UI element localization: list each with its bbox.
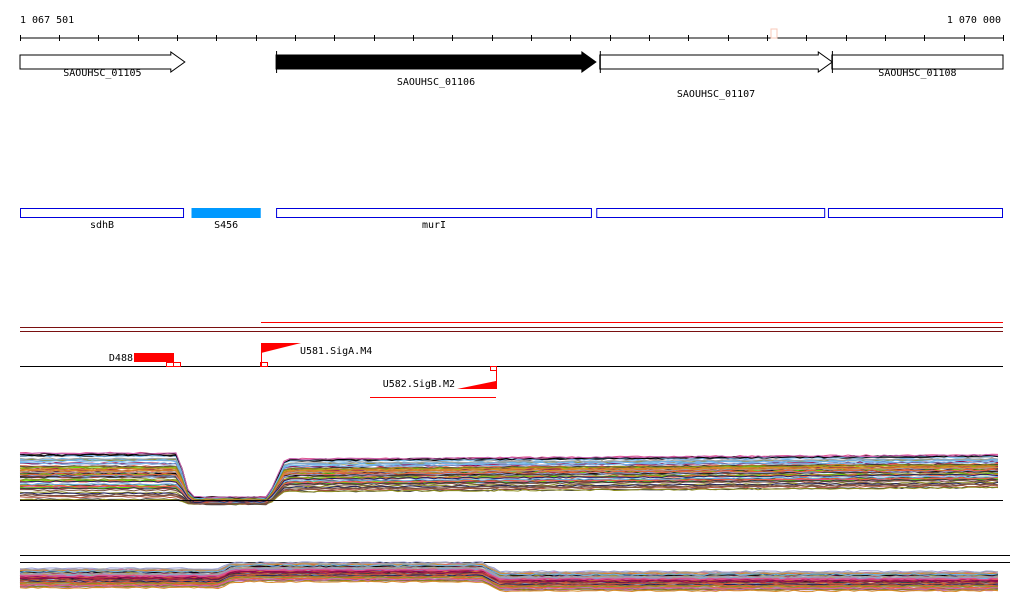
feature-label: sdhB xyxy=(90,220,114,231)
expression-profile-line xyxy=(19,452,999,499)
expression-profile-line xyxy=(19,561,999,573)
u581-flag xyxy=(261,343,301,353)
gene-label: SAOUHSC_01108 xyxy=(878,68,956,79)
expression-profile-line xyxy=(19,481,999,505)
ruler-end-label: 1 070 000 xyxy=(947,15,1001,26)
expression-profile-line xyxy=(19,460,999,500)
u581-marker xyxy=(260,362,268,367)
d488-marker xyxy=(166,362,174,367)
gene-SAOUHSC_01105[interactable]: SAOUHSC_01105 xyxy=(19,51,186,79)
gene-label: SAOUHSC_01107 xyxy=(677,89,755,100)
u582-marker xyxy=(490,366,497,371)
expression-profile-line xyxy=(19,568,999,581)
feature-murI[interactable]: murI xyxy=(276,208,592,232)
gene-SAOUHSC_01106[interactable]: SAOUHSC_01106 xyxy=(275,51,597,88)
u582-label: U582.SigB.M2 xyxy=(383,379,455,390)
expression-profile-line xyxy=(19,463,998,501)
annotation-track: SAOUHSC_01105 SAOUHSC_01106 SAOUHSC_01107 S… xyxy=(19,51,1004,100)
gene-arrow xyxy=(599,51,834,73)
expression-profile-line xyxy=(19,469,998,502)
gene-arrow xyxy=(275,51,597,73)
expression-profile-line xyxy=(19,466,999,502)
ruler-start-label: 1 067 501 xyxy=(20,15,74,26)
expression-profile-line xyxy=(19,476,999,504)
d488-label: D488 xyxy=(109,353,133,364)
expression-profile-line xyxy=(19,459,999,500)
expression-profile-line xyxy=(19,575,999,587)
position-marker[interactable] xyxy=(770,28,778,39)
expression-profile-line xyxy=(19,562,999,574)
expression-profile-line xyxy=(19,472,999,503)
expression-profile-line xyxy=(19,486,999,505)
expression-profile-line xyxy=(19,475,999,504)
expression-profile-line xyxy=(19,473,999,503)
feature-track: sdhB S456 murI xyxy=(20,208,1004,232)
gene-SAOUHSC_01108[interactable]: SAOUHSC_01108 xyxy=(831,51,1004,79)
expression-profiles-top xyxy=(19,451,1003,506)
expression-profile-line xyxy=(19,567,999,579)
expression-profile-line xyxy=(19,572,999,585)
expression-profile-line xyxy=(19,578,999,590)
signal-u581[interactable]: U581.SigA.M4 xyxy=(260,343,373,367)
d488-marker xyxy=(173,362,181,367)
expression-profile-line xyxy=(19,571,999,583)
feature-S456[interactable]: S456 xyxy=(191,208,261,232)
feature-box xyxy=(20,208,185,218)
signal-d488[interactable]: D488 xyxy=(109,353,181,367)
feature-box xyxy=(276,208,592,218)
expression-profile-line xyxy=(19,575,999,588)
d488-block xyxy=(134,353,174,362)
feature-box xyxy=(191,208,261,218)
feature-unnamed[interactable] xyxy=(596,208,826,218)
u581-label: U581.SigA.M4 xyxy=(300,346,372,357)
u582-flag xyxy=(457,381,496,389)
gene-arrow xyxy=(19,51,186,73)
ruler-ticks xyxy=(20,35,1004,41)
expression-profile-line xyxy=(19,483,999,505)
expression-profile-line xyxy=(19,564,999,576)
feature-box xyxy=(596,208,826,218)
signal-u582[interactable]: U582.SigB.M2 xyxy=(370,366,497,398)
feature-unnamed[interactable] xyxy=(827,208,1004,218)
gene-arrow xyxy=(831,54,1004,70)
gene-label: SAOUHSC_01105 xyxy=(63,68,141,79)
expression-profile-line xyxy=(19,468,999,502)
feature-sdhB[interactable]: sdhB xyxy=(20,208,185,232)
gene-SAOUHSC_01107[interactable]: SAOUHSC_01107 xyxy=(599,51,834,100)
feature-label: murI xyxy=(422,220,446,231)
coordinate-ruler: 1 067 501 1 070 000 xyxy=(20,15,1004,41)
expression-profiles-bottom xyxy=(19,555,1010,593)
signal-track: D488 U581.SigA.M4 U582.SigB.M2 xyxy=(20,322,1003,398)
expression-profile-line xyxy=(19,484,999,505)
expression-profile-line xyxy=(19,580,999,593)
feature-label: S456 xyxy=(214,220,238,231)
gene-label: SAOUHSC_01106 xyxy=(397,77,475,88)
feature-box xyxy=(827,208,1004,218)
expression-profile-line xyxy=(19,478,999,504)
